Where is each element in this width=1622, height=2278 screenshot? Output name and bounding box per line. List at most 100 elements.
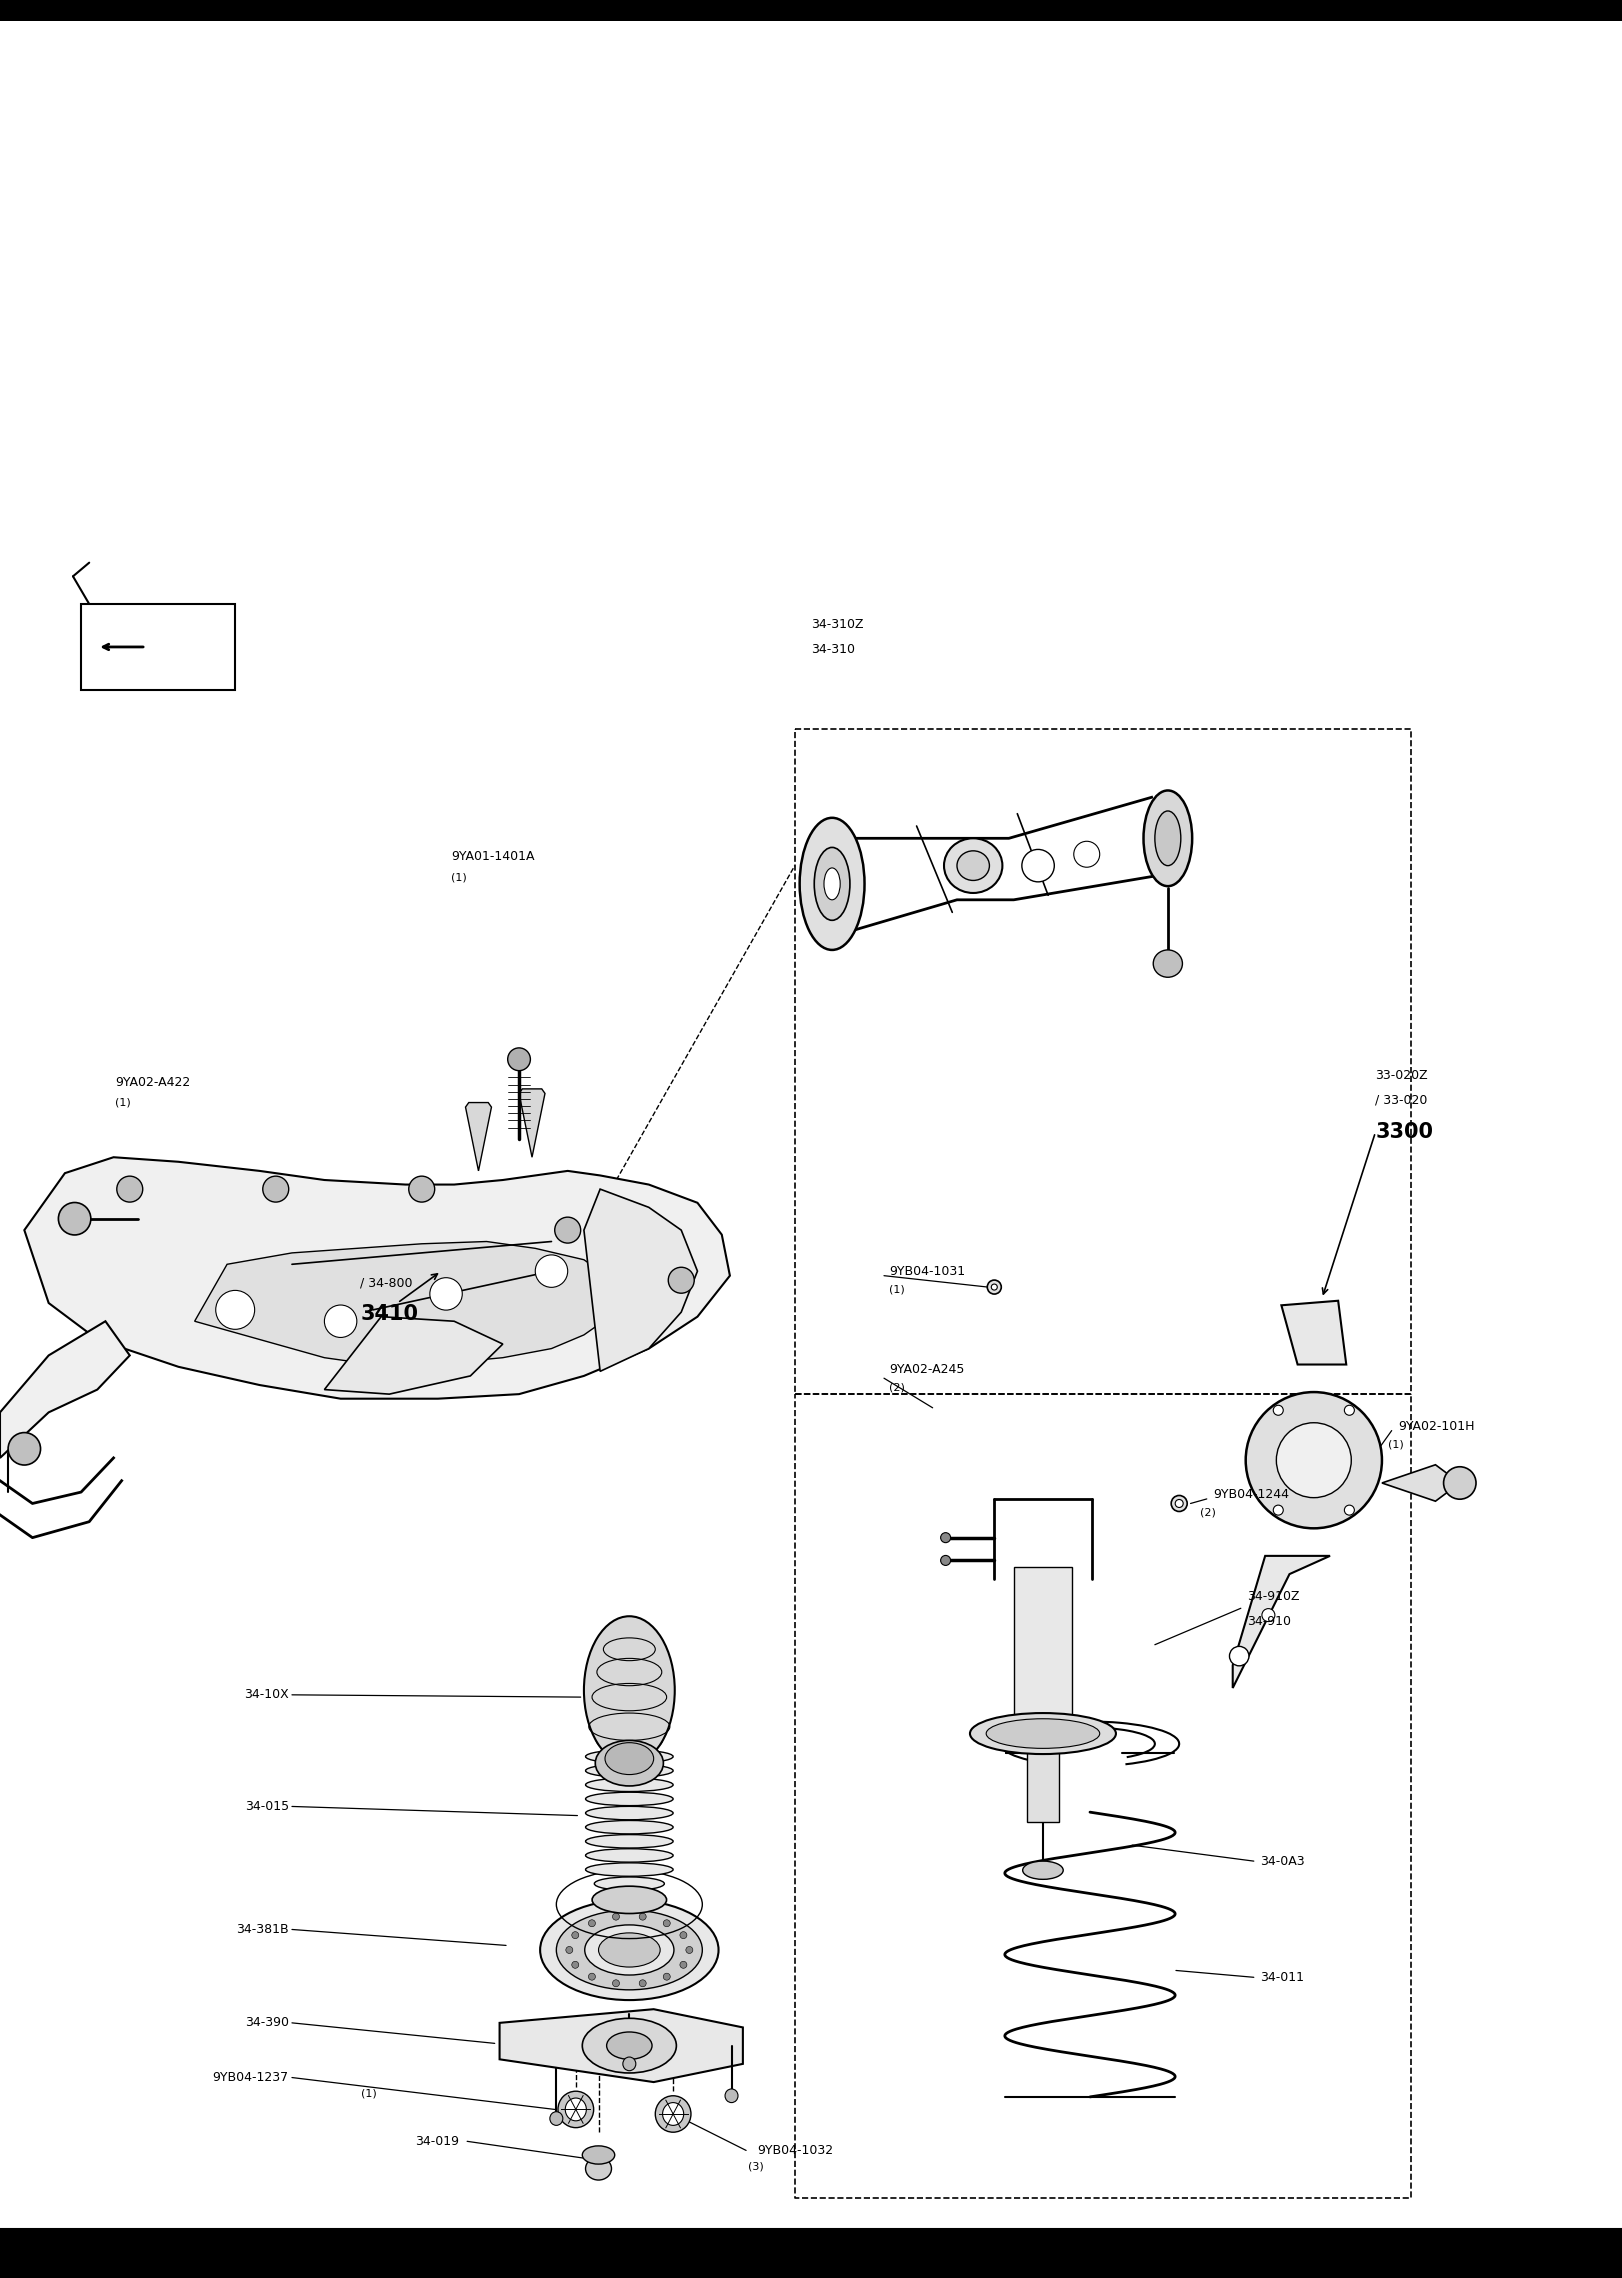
Text: 34-910: 34-910	[1247, 1615, 1291, 1629]
Ellipse shape	[1155, 811, 1181, 866]
Ellipse shape	[655, 2096, 691, 2132]
Text: 3410: 3410	[360, 1305, 418, 1324]
Ellipse shape	[986, 1718, 1100, 1750]
Ellipse shape	[725, 2089, 738, 2103]
Circle shape	[1074, 841, 1100, 868]
Text: 34-015: 34-015	[245, 1800, 289, 1813]
Bar	[0, 0, 1622, 21]
Circle shape	[573, 1932, 579, 1939]
Ellipse shape	[623, 2057, 636, 2071]
Ellipse shape	[592, 1886, 667, 1914]
Polygon shape	[24, 1157, 730, 1399]
Circle shape	[1345, 1406, 1354, 1415]
Text: (3): (3)	[748, 2162, 764, 2171]
Ellipse shape	[586, 1850, 673, 1861]
Bar	[0, 2228, 1622, 2278]
Ellipse shape	[558, 2091, 594, 2128]
Text: 9YB04-1237: 9YB04-1237	[212, 2071, 289, 2084]
Text: 33-020Z: 33-020Z	[1375, 1068, 1427, 1082]
Text: (1): (1)	[1388, 1440, 1405, 1449]
Circle shape	[941, 1556, 950, 1565]
Circle shape	[1262, 1608, 1275, 1622]
Circle shape	[58, 1203, 91, 1235]
Circle shape	[613, 1980, 620, 1986]
Ellipse shape	[586, 2157, 611, 2180]
Circle shape	[680, 1932, 686, 1939]
Ellipse shape	[586, 1863, 673, 1877]
Polygon shape	[324, 1317, 503, 1394]
Ellipse shape	[662, 2103, 684, 2125]
Polygon shape	[1382, 1465, 1460, 1501]
Polygon shape	[1233, 1556, 1330, 1688]
Bar	[81, 604, 235, 690]
Ellipse shape	[814, 847, 850, 920]
Text: 34-011: 34-011	[1260, 1970, 1304, 1984]
Text: 34-310Z: 34-310Z	[811, 617, 863, 631]
Text: 9YB04-1031: 9YB04-1031	[889, 1264, 965, 1278]
Polygon shape	[0, 1321, 130, 1458]
Circle shape	[1345, 1506, 1354, 1515]
Ellipse shape	[1022, 1861, 1064, 1879]
Polygon shape	[584, 1189, 697, 1371]
Ellipse shape	[1153, 950, 1182, 977]
Text: FWD: FWD	[152, 640, 185, 654]
Text: 34-381B: 34-381B	[237, 1923, 289, 1936]
Polygon shape	[466, 1103, 491, 1171]
Circle shape	[1171, 1494, 1187, 1513]
Circle shape	[1273, 1406, 1283, 1415]
Ellipse shape	[584, 1925, 675, 1975]
Ellipse shape	[586, 1806, 673, 1820]
Ellipse shape	[586, 1763, 673, 1777]
Circle shape	[589, 1973, 595, 1980]
Text: 34-310: 34-310	[811, 642, 855, 656]
Text: (1): (1)	[889, 1285, 905, 1294]
Ellipse shape	[586, 1820, 673, 1834]
Circle shape	[1246, 1392, 1382, 1529]
Circle shape	[535, 1255, 568, 1287]
Ellipse shape	[1144, 790, 1192, 886]
Circle shape	[324, 1305, 357, 1337]
Ellipse shape	[824, 868, 840, 900]
Circle shape	[639, 1914, 646, 1920]
Circle shape	[639, 1980, 646, 1986]
Ellipse shape	[594, 1877, 665, 1891]
Ellipse shape	[582, 2018, 676, 2073]
Text: 34-10X: 34-10X	[243, 1688, 289, 1702]
Circle shape	[573, 1961, 579, 1968]
Text: (2): (2)	[889, 1383, 905, 1392]
Ellipse shape	[607, 2032, 652, 2059]
Circle shape	[1229, 1647, 1249, 1665]
Text: / 34-800: / 34-800	[360, 1276, 412, 1289]
Text: 9YA02-101H: 9YA02-101H	[1398, 1419, 1474, 1433]
Text: 3300: 3300	[1375, 1123, 1434, 1141]
Circle shape	[1277, 1424, 1351, 1497]
Circle shape	[216, 1289, 255, 1330]
Circle shape	[430, 1278, 462, 1310]
Text: 9YA02-A245: 9YA02-A245	[889, 1362, 963, 1376]
Text: 34-019: 34-019	[415, 2134, 459, 2148]
Ellipse shape	[582, 2146, 615, 2164]
Ellipse shape	[540, 1900, 719, 2000]
Circle shape	[991, 1285, 998, 1289]
Ellipse shape	[595, 1740, 663, 1786]
Polygon shape	[500, 2009, 743, 2082]
Ellipse shape	[944, 838, 1002, 893]
Bar	[1014, 1567, 1072, 1715]
Circle shape	[941, 1533, 950, 1542]
Circle shape	[613, 1914, 620, 1920]
Ellipse shape	[586, 1750, 673, 1763]
Ellipse shape	[605, 1743, 654, 1775]
Circle shape	[1176, 1499, 1182, 1508]
Circle shape	[680, 1961, 686, 1968]
Text: 34-0A3: 34-0A3	[1260, 1854, 1306, 1868]
Ellipse shape	[564, 2098, 587, 2121]
Ellipse shape	[800, 818, 865, 950]
Polygon shape	[195, 1242, 616, 1367]
Text: 9YB04-1244: 9YB04-1244	[1213, 1488, 1289, 1501]
Circle shape	[663, 1973, 670, 1980]
Circle shape	[263, 1175, 289, 1203]
Ellipse shape	[970, 1713, 1116, 1754]
Circle shape	[1022, 850, 1054, 882]
Ellipse shape	[550, 2112, 563, 2125]
Ellipse shape	[586, 1793, 673, 1806]
